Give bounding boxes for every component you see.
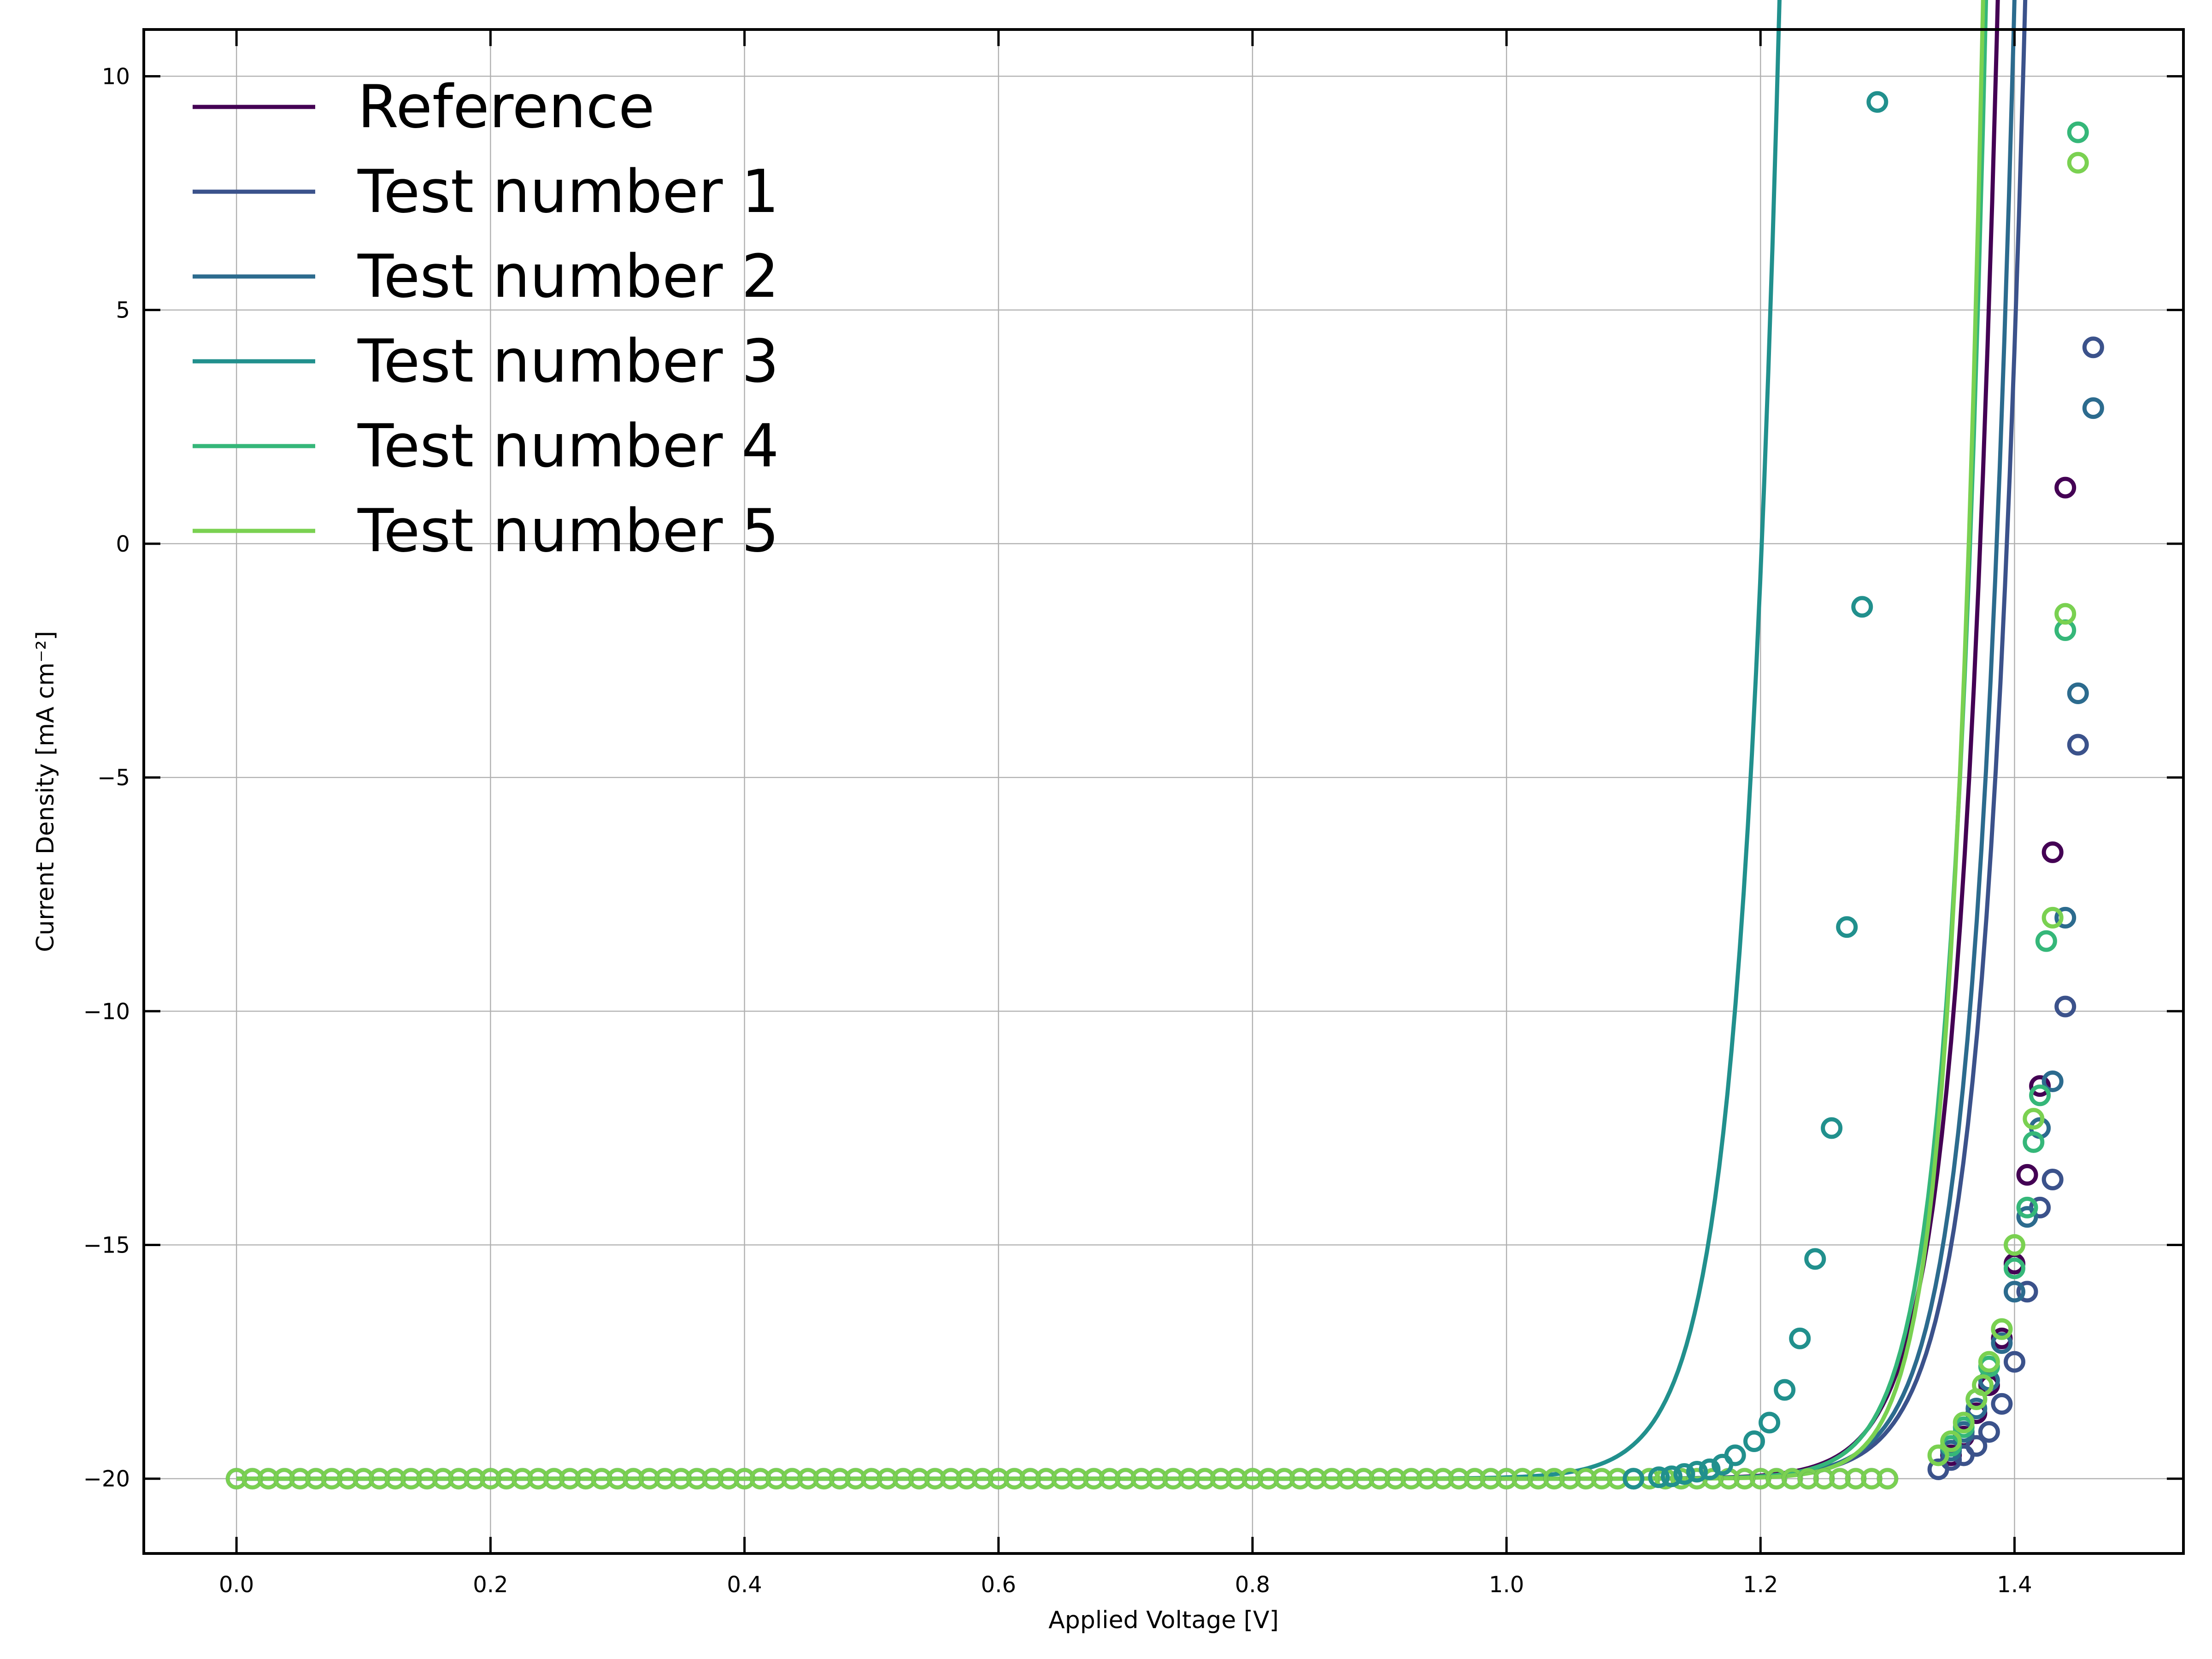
data-marker xyxy=(1743,1430,1765,1453)
data-marker xyxy=(2082,336,2104,359)
data-marker xyxy=(1991,1332,2013,1354)
legend-label: Reference xyxy=(358,73,655,141)
data-marker xyxy=(2067,121,2089,143)
data-marker xyxy=(2041,906,2064,929)
data-marker xyxy=(1972,1374,1994,1396)
data-marker xyxy=(1774,1379,1796,1401)
data-marker xyxy=(2003,1281,2025,1303)
data-marker xyxy=(1821,1117,1843,1139)
data-marker xyxy=(1991,1318,2013,1340)
data-marker xyxy=(1927,1444,1949,1466)
data-marker xyxy=(2016,1281,2038,1303)
data-marker xyxy=(2041,841,2064,863)
y-tick-label: 10 xyxy=(102,64,130,89)
data-marker xyxy=(1699,1458,1721,1480)
data-marker xyxy=(2023,1108,2045,1130)
data-marker xyxy=(1965,1398,1988,1420)
legend-label: Test number 1 xyxy=(357,158,779,226)
data-marker xyxy=(1851,596,1873,618)
y-tick-label: −15 xyxy=(83,1232,130,1258)
data-marker xyxy=(2016,1164,2038,1186)
data-marker xyxy=(2041,1070,2064,1092)
legend: Reference Test number 1 Test number 2 Test … xyxy=(193,73,779,565)
x-tick-labels: 0.0 0.2 0.4 0.6 0.8 1.0 1.2 1.4 xyxy=(219,1572,2032,1598)
data-marker xyxy=(2054,995,2077,1018)
x-tick-label: 0.4 xyxy=(727,1572,762,1598)
data-marker xyxy=(1789,1327,1811,1349)
data-marker xyxy=(2082,397,2104,419)
x-tick-label: 1.2 xyxy=(1743,1572,1778,1598)
x-tick-label: 0.0 xyxy=(219,1572,254,1598)
data-marker xyxy=(2054,906,2077,929)
y-tick-label: −5 xyxy=(97,765,130,791)
x-tick-label: 1.4 xyxy=(1997,1572,2032,1598)
y-tick-label: −10 xyxy=(83,999,130,1024)
data-marker xyxy=(1991,1393,2013,1415)
legend-label: Test number 5 xyxy=(357,497,779,565)
legend-label: Test number 2 xyxy=(357,242,779,311)
data-marker xyxy=(1877,1468,1898,1489)
plot-frame xyxy=(142,28,2185,1555)
y-tick-label: 5 xyxy=(116,298,130,324)
data-marker xyxy=(1965,1435,1988,1457)
data-marker xyxy=(2035,930,2057,952)
data-marker xyxy=(2054,603,2077,625)
data-marker xyxy=(2003,1234,2025,1256)
data-marker xyxy=(2041,1168,2064,1190)
data-marker xyxy=(2016,1196,2038,1218)
x-tick-label: 0.8 xyxy=(1235,1572,1270,1598)
data-marker xyxy=(2003,1351,2025,1373)
y-tick-label: −20 xyxy=(83,1466,130,1492)
axis-ticks xyxy=(144,29,2183,1553)
data-marker xyxy=(2067,682,2089,704)
data-markers xyxy=(225,91,2104,1490)
data-marker xyxy=(2016,1206,2038,1228)
data-marker xyxy=(1660,1465,1683,1488)
data-marker xyxy=(2067,734,2089,756)
data-marker xyxy=(1623,1468,1645,1490)
data-marker xyxy=(1866,91,1888,113)
x-axis-label: Applied Voltage [V] xyxy=(1048,1606,1279,1634)
data-marker xyxy=(2029,1084,2051,1106)
legend-label: Test number 4 xyxy=(357,412,779,481)
data-marker xyxy=(1686,1460,1708,1483)
y-tick-labels: 10 5 0 −5 −10 −15 −20 xyxy=(83,64,130,1492)
data-marker xyxy=(1953,1412,1975,1434)
data-marker xyxy=(1724,1444,1746,1466)
x-tick-label: 1.0 xyxy=(1489,1572,1524,1598)
x-tick-label: 0.6 xyxy=(981,1572,1016,1598)
data-marker xyxy=(1978,1421,2000,1443)
data-marker xyxy=(2054,477,2077,499)
data-marker xyxy=(1836,916,1858,938)
data-marker xyxy=(1940,1430,1962,1453)
grid xyxy=(144,29,2183,1553)
data-marker xyxy=(1648,1466,1670,1488)
x-tick-label: 0.2 xyxy=(473,1572,508,1598)
data-marker xyxy=(2067,152,2089,174)
data-marker xyxy=(1804,1248,1826,1270)
data-marker xyxy=(2003,1257,2025,1279)
y-tick-label: 0 xyxy=(116,531,130,557)
data-marker xyxy=(1978,1351,2000,1373)
data-marker xyxy=(1759,1412,1781,1434)
data-marker xyxy=(2023,1131,2045,1153)
data-marker xyxy=(1673,1463,1695,1485)
y-axis-label: Current Density [mA cm⁻²] xyxy=(32,631,59,952)
legend-label: Test number 3 xyxy=(357,327,779,396)
data-marker xyxy=(2029,1075,2051,1097)
